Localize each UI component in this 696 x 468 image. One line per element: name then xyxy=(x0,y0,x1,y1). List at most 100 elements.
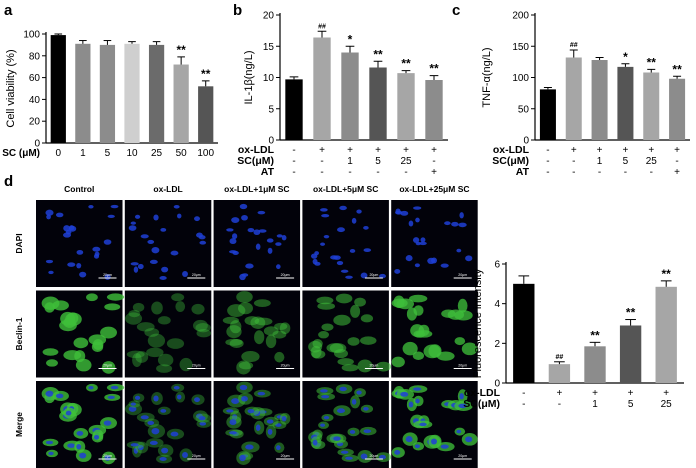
cell-nucleus xyxy=(247,228,255,233)
cell-nucleus xyxy=(170,431,179,437)
cell-nucleus xyxy=(266,238,274,243)
cell-nucleus xyxy=(226,228,234,232)
treatment-mark: - xyxy=(404,167,407,178)
cell-nucleus xyxy=(161,266,169,273)
cell-nucleus xyxy=(379,454,386,460)
cell-nucleus xyxy=(182,452,188,459)
treatment-mark: - xyxy=(292,167,295,178)
cell-cytoplasm xyxy=(415,330,433,338)
cell-cytoplasm xyxy=(156,364,173,373)
cell-nucleus xyxy=(363,225,369,230)
bar xyxy=(513,283,535,383)
y-tick-label: 0 xyxy=(268,136,274,147)
cell-cytoplasm xyxy=(263,326,279,336)
y-axis-label: Cell viability (%) xyxy=(5,49,17,127)
cell-nucleus xyxy=(413,387,422,391)
y-tick-label: 5 xyxy=(268,104,274,115)
cell-nucleus xyxy=(134,395,141,400)
cell-nucleus xyxy=(413,206,422,210)
bar xyxy=(669,78,686,140)
scale-bar-label: 20μm xyxy=(192,364,201,368)
cell-nucleus xyxy=(153,214,159,221)
cell-nucleus xyxy=(67,443,76,448)
cell-cytoplasm xyxy=(436,351,455,361)
cell-nucleus xyxy=(231,233,238,240)
significance-mark: ## xyxy=(318,23,326,30)
treatment-row-label: AT xyxy=(516,166,530,178)
cell-nucleus xyxy=(133,266,139,273)
y-tick-label: 40 xyxy=(29,95,41,106)
treatment-mark: + xyxy=(628,388,634,399)
treatment-mark: + xyxy=(319,145,325,156)
treatment-mark: + xyxy=(592,388,598,399)
cell-cytoplasm xyxy=(46,359,58,367)
cell-cytoplasm xyxy=(226,325,242,339)
treatment-mark: - xyxy=(432,156,435,167)
cell-nucleus xyxy=(363,406,369,411)
cell-nucleus xyxy=(239,454,246,462)
cell-cytoplasm xyxy=(128,310,141,318)
cell-nucleus xyxy=(312,258,318,265)
cell-nucleus xyxy=(128,406,137,412)
cell-nucleus xyxy=(379,273,386,279)
cell-cytoplasm xyxy=(91,341,104,353)
treatment-mark: - xyxy=(292,156,295,167)
cell-nucleus xyxy=(258,410,267,414)
cell-nucleus xyxy=(45,390,54,397)
cell-nucleus xyxy=(45,440,54,445)
treatment-mark: 25 xyxy=(646,156,658,167)
cell-nucleus xyxy=(198,235,206,240)
x-tick-label: 0 xyxy=(56,148,62,159)
cell-nucleus xyxy=(414,263,420,268)
cell-nucleus xyxy=(456,248,462,253)
cell-nucleus xyxy=(110,385,119,390)
cell-cytoplasm xyxy=(179,357,193,372)
treatment-mark: - xyxy=(572,156,575,167)
cell-cytoplasm xyxy=(428,344,442,358)
cell-nucleus xyxy=(257,391,266,396)
treatment-mark: - xyxy=(522,388,525,399)
treatment-mark: 1 xyxy=(347,156,353,167)
bar xyxy=(591,60,608,140)
cell-cytoplasm xyxy=(146,347,164,358)
cell-cytoplasm xyxy=(244,316,260,326)
cell-nucleus xyxy=(459,393,464,400)
cell-nucleus xyxy=(363,429,372,434)
x-tick-label: 1 xyxy=(80,148,86,159)
treatment-mark: + xyxy=(674,167,680,178)
cell-nucleus xyxy=(339,386,347,392)
treatment-mark: - xyxy=(522,399,525,410)
cell-nucleus xyxy=(110,204,119,209)
y-tick-label: 0 xyxy=(34,139,40,150)
cell-cytoplasm xyxy=(151,301,163,315)
bar xyxy=(148,44,165,143)
y-tick-label: 150 xyxy=(512,42,529,53)
cell-nucleus xyxy=(333,436,341,441)
cell-nucleus xyxy=(182,271,188,278)
cell-nucleus xyxy=(360,272,368,279)
cell-nucleus xyxy=(130,402,136,406)
treatment-mark: 25 xyxy=(661,399,673,410)
cell-nucleus xyxy=(340,269,349,273)
cell-cytoplasm xyxy=(279,322,291,335)
cell-nucleus xyxy=(229,431,237,435)
treatment-mark: - xyxy=(546,145,549,156)
cell-cytoplasm xyxy=(196,328,211,338)
cell-nucleus xyxy=(412,237,420,244)
bar xyxy=(198,86,214,143)
cell-cytoplasm xyxy=(101,361,116,374)
cell-nucleus xyxy=(103,420,112,426)
cell-nucleus xyxy=(419,422,427,427)
chart-a-cell-viability: 0 20 40 60 80 100 Cell viability (%) 0 1 5 10 25 ** 5… xyxy=(2,30,218,159)
cell-nucleus xyxy=(93,434,100,440)
cell-nucleus xyxy=(103,239,112,245)
y-tick-label: 4 xyxy=(494,299,500,310)
micrograph-row-label: DAPI xyxy=(14,233,24,253)
treatment-mark: 1 xyxy=(597,156,603,167)
micrograph-grid: Control ox-LDL ox-LDL+1μM SC ox-LDL+5μM SC o… xyxy=(14,184,478,468)
bar xyxy=(655,286,677,383)
cell-nucleus xyxy=(394,269,401,274)
cell-nucleus xyxy=(247,409,255,414)
treatment-mark: + xyxy=(663,388,669,399)
significance-mark: * xyxy=(348,32,353,46)
